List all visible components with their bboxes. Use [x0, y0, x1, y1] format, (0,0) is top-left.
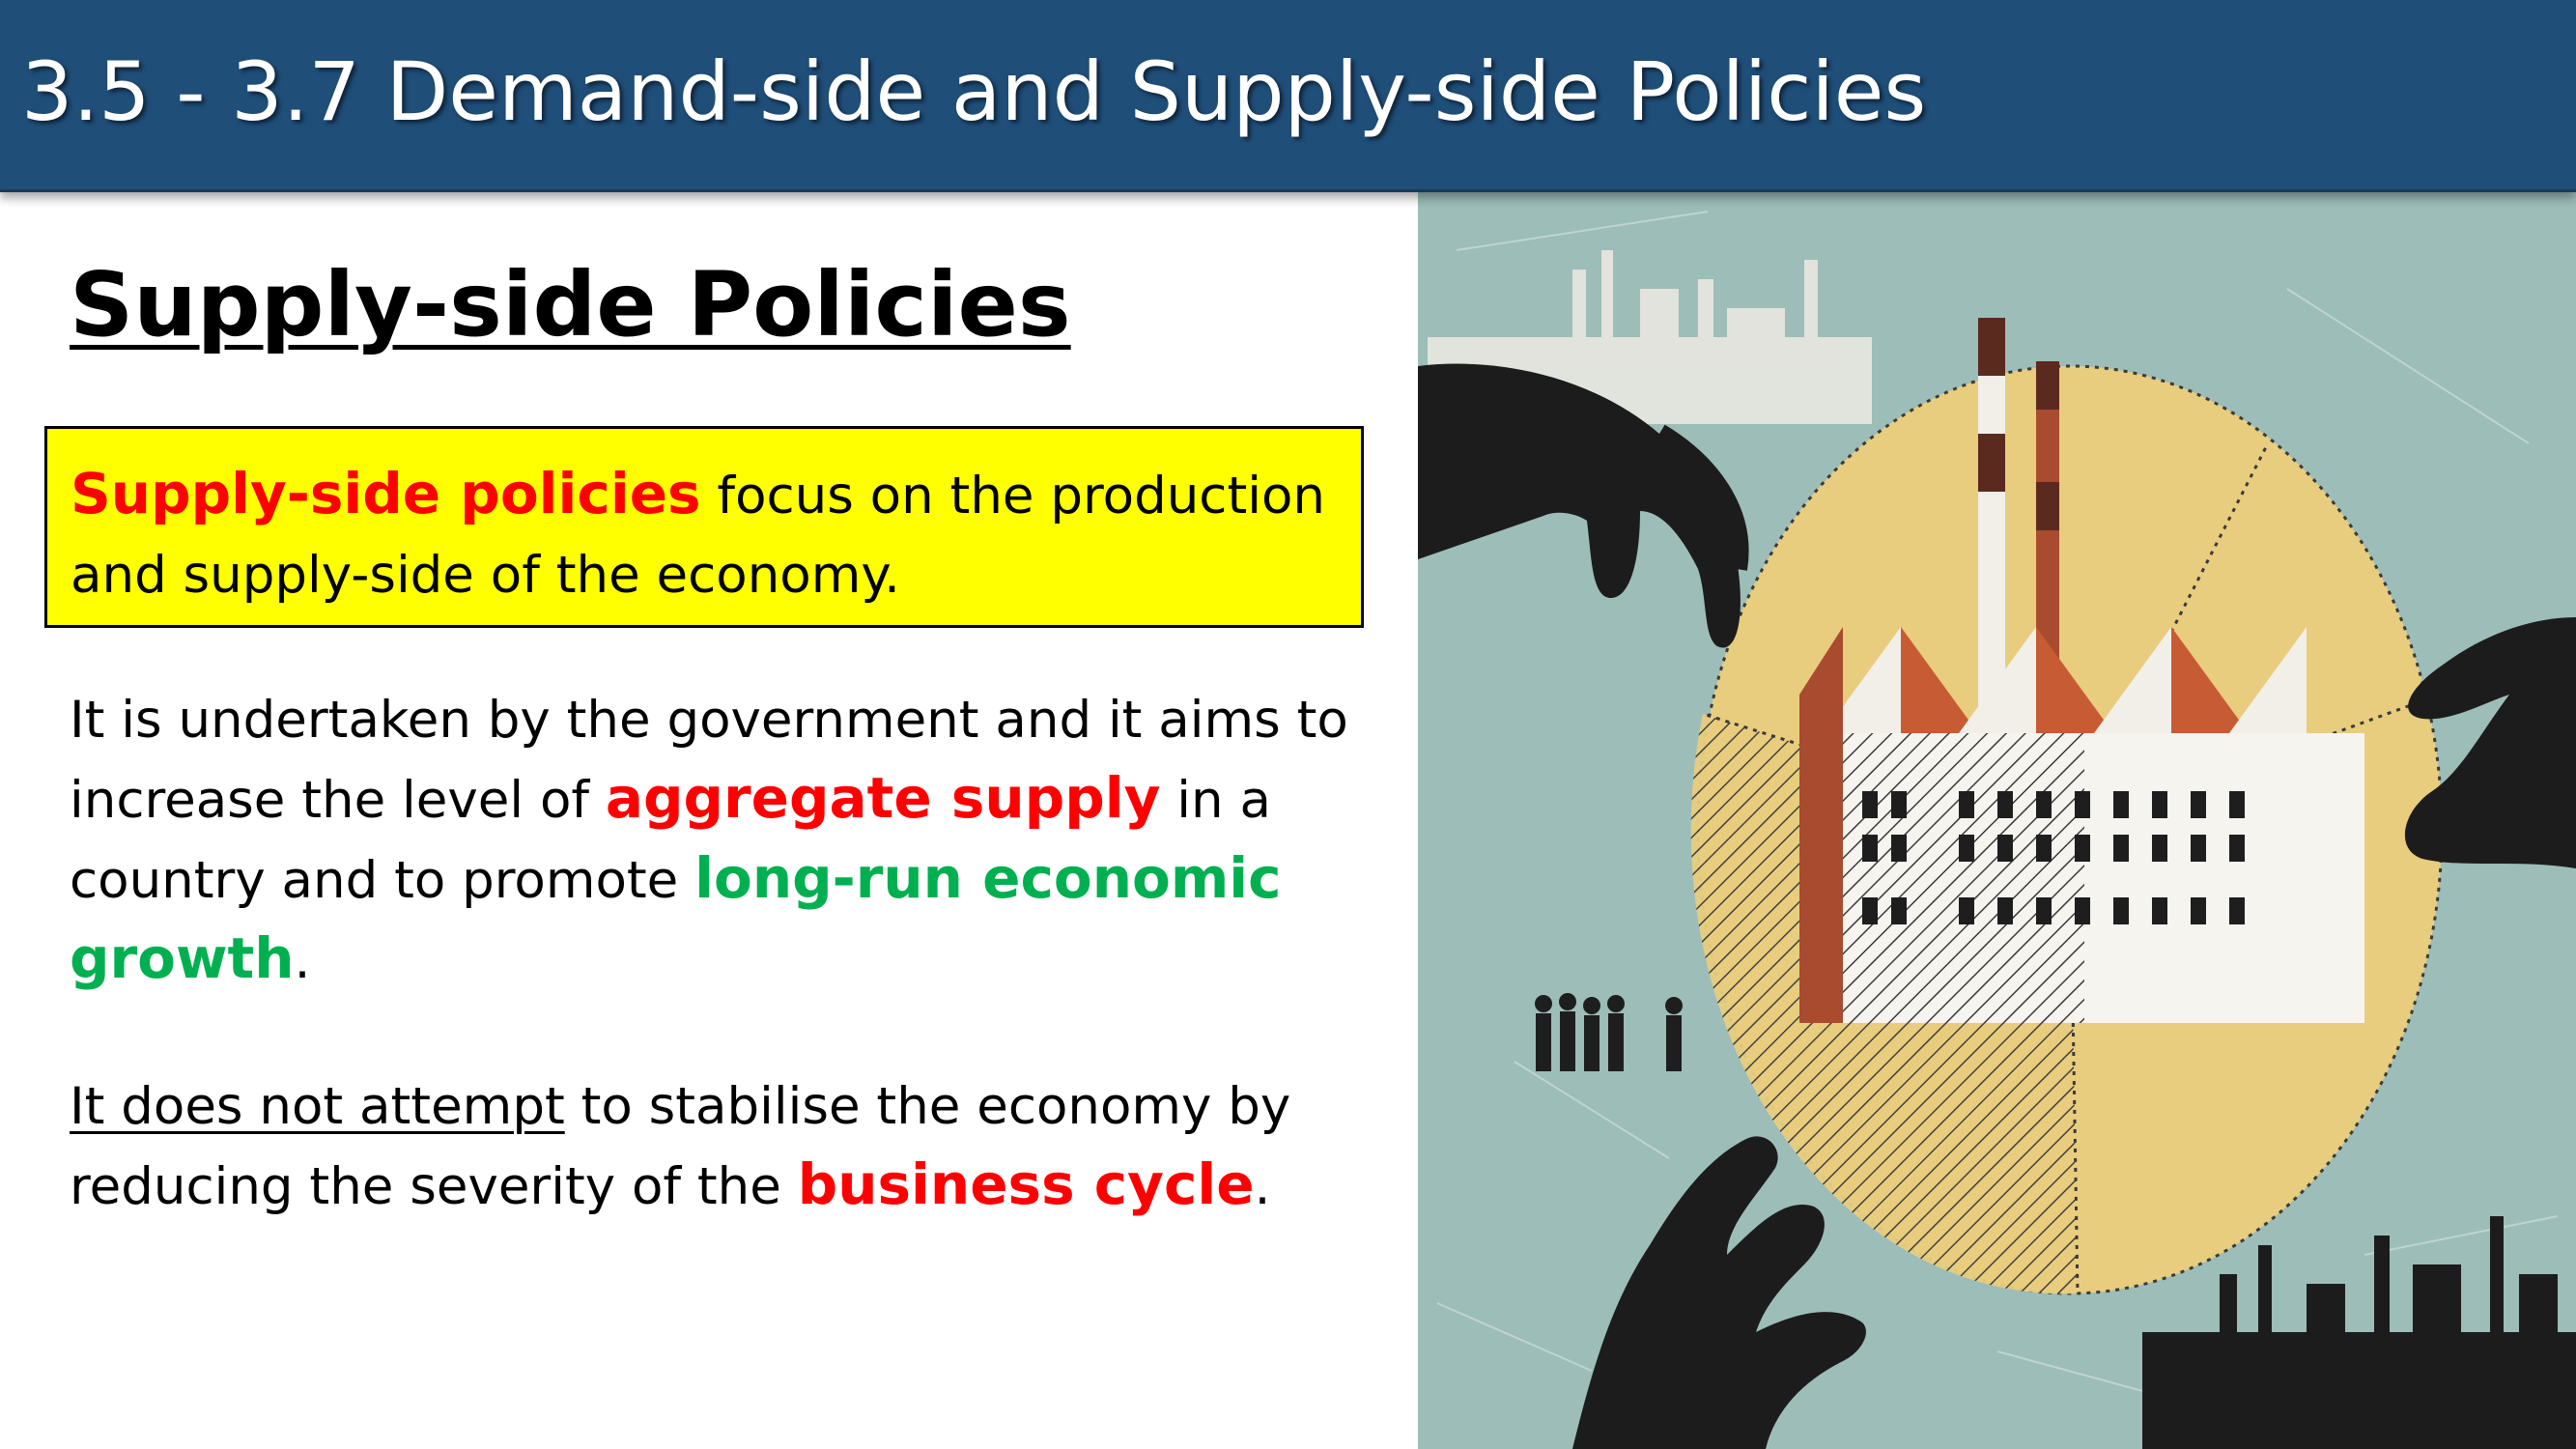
factory-pie-illustration — [1418, 192, 2576, 1449]
keyword-long-run-growth: long-run economic growth — [70, 845, 1282, 991]
aims-text-2: in a country and to promote — [70, 771, 1271, 910]
factory-icon — [1799, 318, 2364, 1023]
title-bar: 3.5 - 3.7 Demand-side and Supply-side Po… — [0, 0, 2576, 192]
definition-text: focus on the production and supply-side … — [71, 467, 1325, 605]
stabilise-paragraph: It does not attempt to stabilise the eco… — [70, 1068, 1354, 1226]
people-silhouette-icon — [1535, 993, 1683, 1071]
aims-paragraph: It is undertaken by the government and i… — [70, 682, 1354, 1000]
stabilise-text-2: . — [1254, 1157, 1271, 1216]
skyline-bottom — [2142, 1216, 2576, 1449]
section-heading: Supply-side Policies — [70, 253, 1071, 356]
aims-text-1: It is undertaken by the government and i… — [70, 691, 1348, 830]
aims-text-3: . — [294, 931, 311, 990]
keyword-aggregate-supply: aggregate supply — [605, 765, 1161, 831]
slide-title: 3.5 - 3.7 Demand-side and Supply-side Po… — [21, 44, 1927, 139]
definition-box: Supply-side policies focus on the produc… — [44, 426, 1364, 628]
stabilise-underlined: It does not attempt — [70, 1077, 565, 1136]
definition-term: Supply-side policies — [71, 461, 701, 526]
stabilise-text-1: to stabilise the economy by reducing the… — [70, 1077, 1291, 1216]
keyword-business-cycle: business cycle — [797, 1151, 1255, 1217]
hand-icon — [1418, 363, 2576, 1449]
